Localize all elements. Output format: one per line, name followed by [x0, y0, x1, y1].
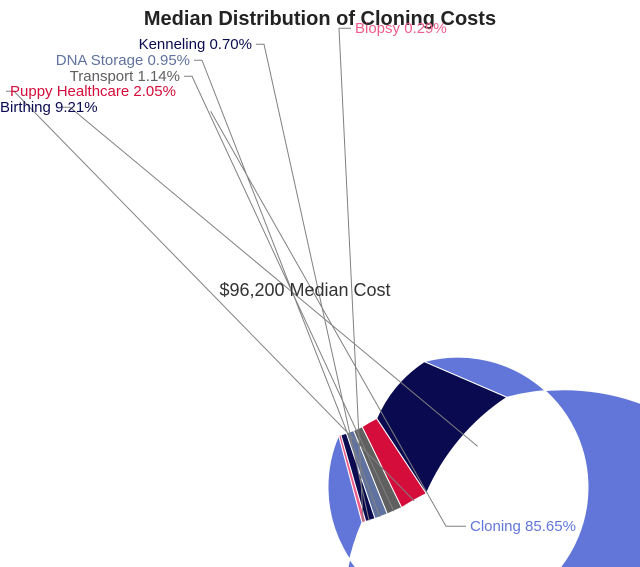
slice-label-biopsy: Biopsy 0.29% — [355, 20, 447, 37]
slice-label-dna-storage: DNA Storage 0.95% — [0, 52, 190, 69]
slice-label-birthing: Birthing 9.21% — [0, 99, 58, 116]
slice-label-cloning: Cloning 85.65% — [470, 518, 576, 535]
slice-label-puppy-healthcare: Puppy Healthcare 2.05% — [10, 83, 176, 100]
slice-label-kenneling: Kenneling 0.70% — [0, 36, 252, 53]
donut-chart: Median Distribution of Cloning Costs $96… — [0, 0, 640, 567]
chart-center-label: $96,200 Median Cost — [155, 280, 455, 301]
